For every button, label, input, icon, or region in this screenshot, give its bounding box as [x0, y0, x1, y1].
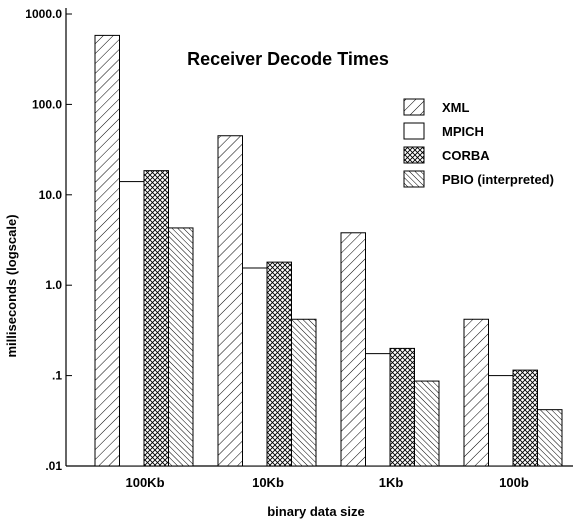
x-tick-label: 100Kb — [125, 475, 164, 490]
legend-label: MPICH — [442, 124, 484, 139]
legend-label: XML — [442, 100, 470, 115]
legend-swatch — [403, 146, 425, 164]
bar-xml-100b — [463, 318, 489, 467]
y-axis-ticks: 1000.0 100.0 10.0 1.0 .1 .01 — [25, 7, 72, 473]
legend: XML MPICH CORBA PBIO (interpreted) — [403, 98, 554, 188]
y-tick-label: 100.0 — [32, 97, 62, 111]
legend-label: PBIO (interpreted) — [442, 172, 554, 187]
bar-pbio-10kb — [291, 318, 317, 467]
x-axis-tick-labels: 100Kb 10Kb 1Kb 100b — [125, 475, 528, 490]
legend-swatch — [403, 98, 425, 116]
bar-pbio-1kb — [414, 380, 440, 467]
y-tick-label: 10.0 — [39, 188, 63, 202]
y-tick-label: .1 — [52, 369, 62, 383]
bar-mpich-1kb — [365, 353, 391, 467]
bars-group — [94, 34, 563, 467]
bar-corba-100kb — [143, 170, 169, 467]
legend-swatch — [403, 170, 425, 188]
y-axis-label: milliseconds (logscale) — [4, 214, 19, 357]
legend-label: CORBA — [442, 148, 490, 163]
bar-corba-100b — [512, 369, 538, 467]
x-tick-label: 1Kb — [379, 475, 404, 490]
bar-mpich-100kb — [119, 181, 145, 467]
y-tick-label: 1000.0 — [25, 7, 62, 21]
y-tick-label: .01 — [45, 459, 62, 473]
x-tick-label: 10Kb — [252, 475, 284, 490]
x-tick-label: 100b — [499, 475, 529, 490]
legend-swatch — [403, 122, 425, 140]
bar-xml-100kb — [94, 34, 120, 467]
chart-title: Receiver Decode Times — [187, 49, 389, 69]
bar-corba-10kb — [266, 261, 292, 467]
bar-pbio-100kb — [168, 227, 194, 467]
bar-corba-1kb — [389, 347, 415, 467]
bar-xml-1kb — [340, 232, 366, 467]
bar-mpich-10kb — [242, 267, 268, 467]
bar-mpich-100b — [488, 375, 514, 467]
bar-xml-10kb — [217, 135, 243, 467]
bar-pbio-100b — [537, 409, 563, 467]
x-axis-label: binary data size — [267, 504, 365, 519]
y-tick-label: 1.0 — [45, 278, 62, 292]
